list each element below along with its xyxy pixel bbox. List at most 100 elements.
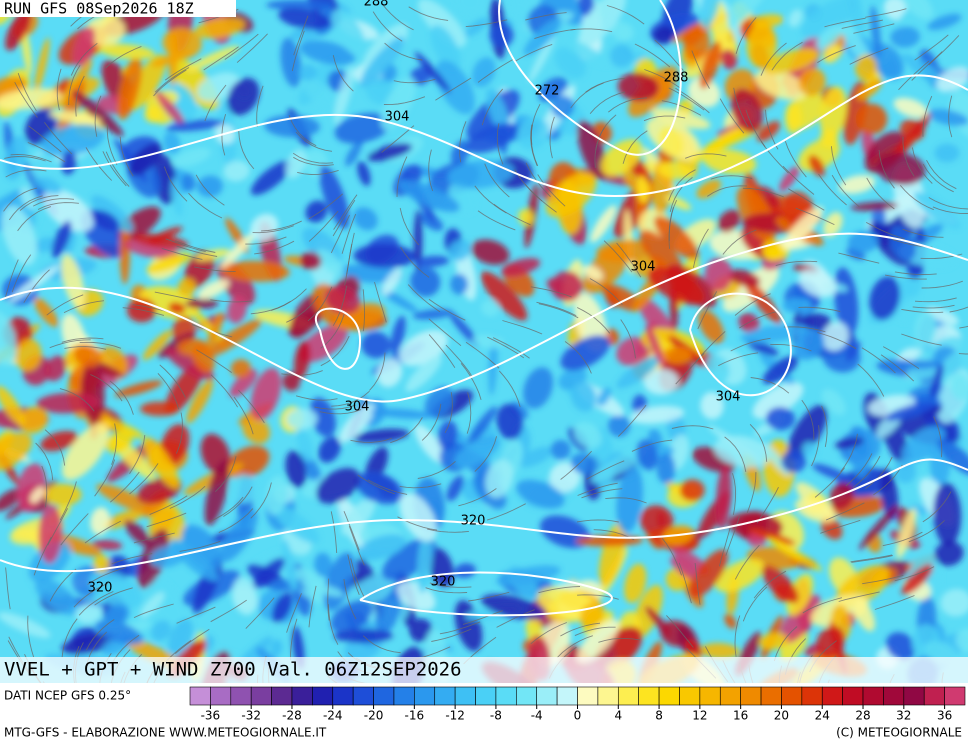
streamline — [362, 289, 365, 332]
field-patch — [657, 162, 694, 180]
streamline — [286, 593, 302, 633]
colorbar-swatch — [842, 686, 864, 706]
streamline — [525, 12, 567, 21]
streamline — [849, 47, 889, 65]
colorbar-swatch — [760, 686, 782, 706]
field-patch — [601, 284, 642, 312]
streamline — [61, 618, 78, 658]
field-patch — [466, 123, 518, 154]
streamline — [417, 461, 456, 479]
field-patch — [822, 322, 849, 351]
contour-label: 304 — [345, 400, 370, 415]
colorbar-swatch — [414, 686, 436, 706]
streamline — [749, 423, 768, 462]
streamline — [885, 274, 927, 280]
streamline — [250, 482, 272, 519]
field-patch — [170, 177, 183, 217]
streamline — [617, 404, 647, 437]
field-patch — [280, 37, 302, 87]
field-patch — [889, 226, 916, 262]
streamline — [37, 202, 79, 210]
streamline — [534, 28, 576, 40]
field-patch — [316, 467, 361, 504]
colorbar-tick-label: -8 — [490, 709, 502, 723]
streamline — [830, 146, 847, 186]
colorbar-tick-label: 32 — [896, 709, 911, 723]
field-patch — [927, 13, 962, 31]
field-patch — [727, 269, 761, 287]
streamline — [327, 578, 330, 621]
field-patch — [151, 51, 193, 67]
streamline — [399, 207, 420, 246]
streamline — [481, 88, 504, 126]
field-patch — [221, 260, 290, 282]
streamline — [347, 554, 360, 595]
field-patch — [168, 302, 186, 315]
field-patch — [1, 205, 37, 266]
streamline — [49, 568, 77, 602]
field-patch — [748, 528, 796, 545]
field-patch — [148, 576, 186, 630]
field-patch — [859, 504, 899, 550]
field-patch — [856, 103, 888, 135]
field-patch — [670, 556, 697, 579]
field-patch — [325, 285, 361, 314]
streamline — [570, 28, 613, 33]
streamline — [297, 169, 339, 175]
contour-label: 320 — [88, 581, 113, 596]
streamline — [853, 23, 895, 34]
field-patch — [194, 248, 231, 261]
field-patch — [61, 254, 85, 310]
streamline — [616, 242, 642, 278]
streamline — [654, 39, 684, 71]
field-patch — [846, 247, 866, 261]
streamline — [756, 486, 779, 524]
field-patch — [367, 143, 413, 162]
field-patch — [518, 446, 553, 468]
field-patch — [610, 44, 634, 68]
contour-line — [359, 571, 613, 617]
streamline — [857, 363, 885, 397]
streamline — [210, 299, 253, 303]
field-patch — [579, 601, 605, 629]
field-patch — [29, 486, 45, 504]
streamline — [882, 346, 920, 369]
colorbar-tick-label: -16 — [405, 709, 425, 723]
streamline — [210, 599, 247, 623]
streamline — [204, 84, 227, 122]
streamline — [765, 109, 779, 150]
field-patch — [472, 57, 496, 88]
field-patch — [600, 139, 643, 177]
streamline — [27, 615, 35, 658]
streamline — [133, 532, 175, 544]
colorbar-swatch — [332, 686, 354, 706]
streamline — [466, 392, 472, 434]
streamline — [750, 377, 790, 394]
streamline — [603, 240, 633, 273]
field-patch — [630, 405, 685, 424]
streamline — [44, 429, 66, 466]
streamline — [129, 435, 146, 474]
streamline — [902, 228, 944, 238]
field-patch — [424, 386, 454, 419]
field-patch — [91, 210, 120, 231]
streamline — [210, 374, 238, 408]
streamline — [753, 570, 787, 599]
field-patch — [282, 372, 300, 392]
streamline — [784, 140, 807, 178]
field-patch — [185, 298, 219, 309]
field-patch — [250, 160, 292, 196]
field-patch — [795, 498, 836, 523]
field-patch — [950, 372, 968, 401]
streamline — [238, 130, 255, 170]
streamline — [496, 123, 504, 165]
streamline — [157, 373, 180, 410]
field-patch — [755, 69, 808, 101]
streamline — [111, 423, 117, 465]
field-patch — [405, 355, 442, 392]
field-patch — [880, 360, 944, 370]
streamline — [110, 471, 140, 503]
gpt-contours — [0, 0, 968, 617]
field-patch — [285, 149, 307, 179]
streamline — [725, 515, 741, 556]
